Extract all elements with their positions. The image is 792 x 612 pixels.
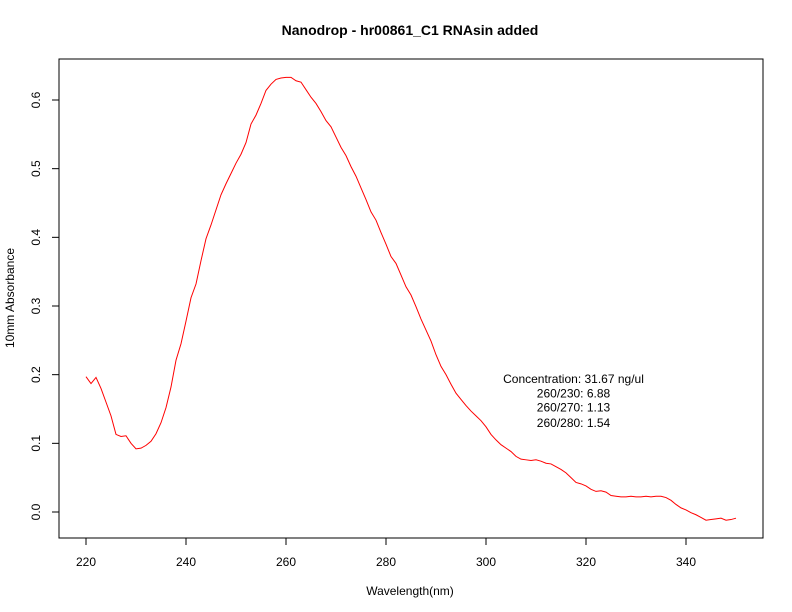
absorbance-series-line xyxy=(85,76,737,521)
x-tick-label: 220 xyxy=(76,555,96,569)
chart-title: Nanodrop - hr00861_C1 RNAsin added xyxy=(282,22,539,38)
x-tick-label: 340 xyxy=(676,555,696,569)
y-axis-label: 10mm Absorbance xyxy=(3,248,17,348)
x-tick-label: 240 xyxy=(176,555,196,569)
y-tick-label: 0.2 xyxy=(29,366,43,383)
x-axis-label: Wavelength(nm) xyxy=(366,584,454,598)
plot-frame xyxy=(58,58,764,539)
y-axis: 0.0 0.1 0.2 0.3 0.4 0.5 0.6 xyxy=(29,91,60,520)
y-tick-label: 0.4 xyxy=(29,229,43,246)
x-tick-label: 280 xyxy=(376,555,396,569)
annotation-text: 260/280: 1.54 xyxy=(537,416,611,430)
y-tick-label: 0.6 xyxy=(29,91,43,108)
y-tick-label: 0.3 xyxy=(29,297,43,314)
x-axis: 220 240 260 280 300 320 340 xyxy=(76,537,696,569)
annotation-text: Concentration: 31.67 ng/ul xyxy=(503,372,644,386)
y-tick-label: 0.5 xyxy=(29,160,43,177)
annotation-text: 260/230: 6.88 xyxy=(537,386,611,400)
x-tick-label: 260 xyxy=(276,555,296,569)
y-tick-label: 0.1 xyxy=(29,435,43,452)
x-tick-label: 320 xyxy=(576,555,596,569)
x-tick-label: 300 xyxy=(476,555,496,569)
annotation-text: 260/270: 1.13 xyxy=(537,401,611,415)
y-tick-label: 0.0 xyxy=(29,503,43,520)
